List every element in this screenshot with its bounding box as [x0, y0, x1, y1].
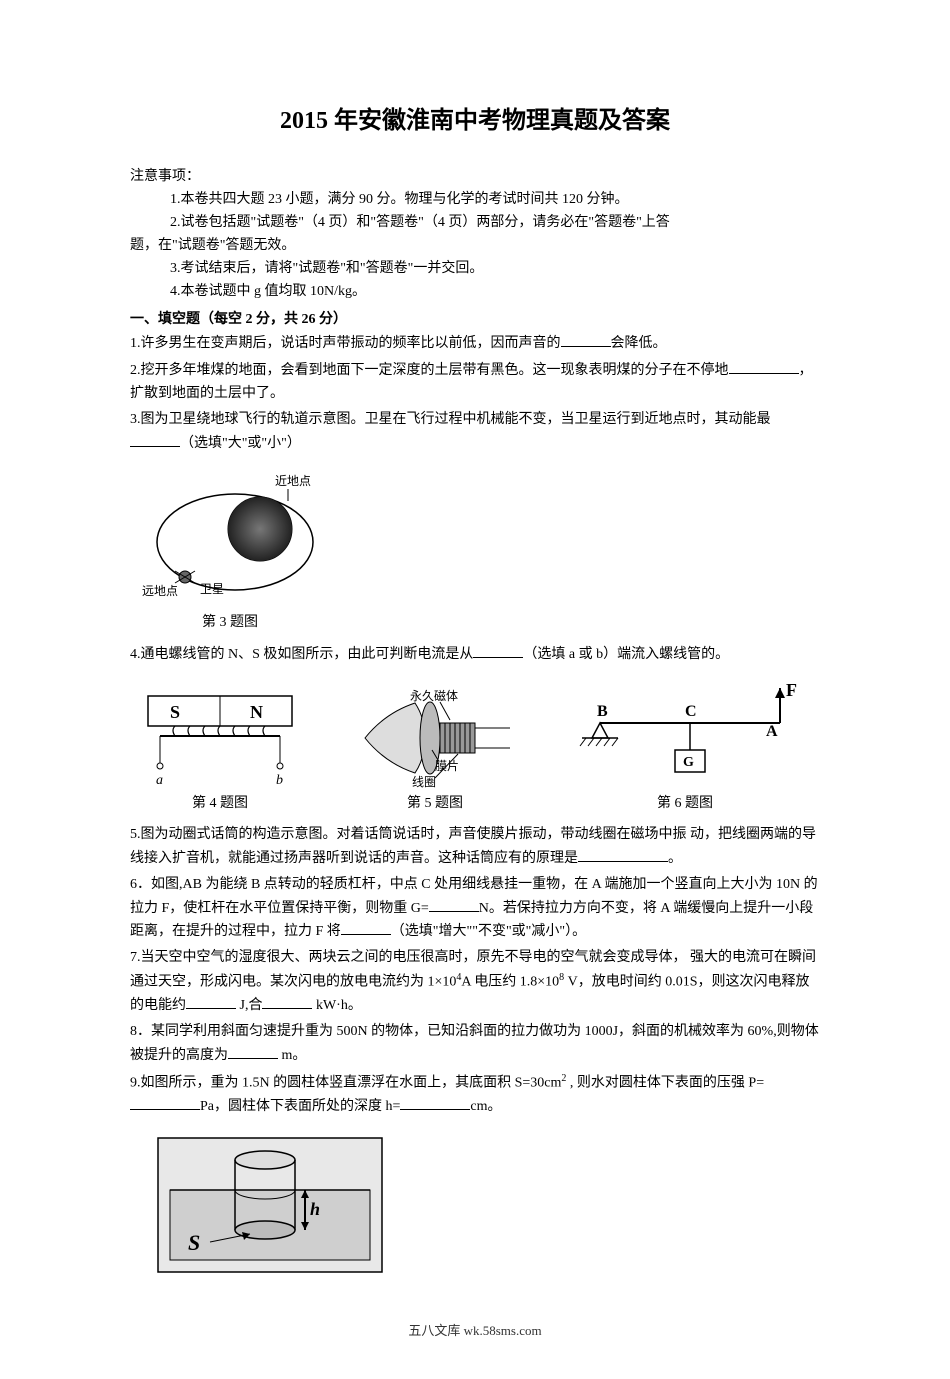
- point-b-label: B: [597, 703, 608, 720]
- magnet-label: 永久磁体: [410, 688, 458, 703]
- blank-q7-1: [186, 994, 236, 1009]
- q9-text-a: 9.如图所示，重为 1.5N 的圆柱体竖直漂浮在水面上，其底面积 S=30cm: [130, 1076, 561, 1091]
- q3-text-b: （选填"大"或"小"）: [180, 436, 301, 451]
- microphone-diagram: 永久磁体 膜片 线圈: [350, 688, 520, 788]
- question-9: 9.如图所示，重为 1.5N 的圆柱体竖直漂浮在水面上，其底面积 S=30cm2…: [130, 1071, 820, 1118]
- satellite-label: 卫星: [200, 582, 224, 596]
- blank-q1: [561, 332, 611, 347]
- point-a-label: A: [766, 723, 778, 740]
- q7-text-b: J,合: [236, 998, 262, 1013]
- notice-item-4: 4.本卷试题中 g 值均取 10N/kg。: [170, 281, 820, 302]
- q9-text-a2: , 则水对圆柱体下表面的压强 P=: [566, 1076, 764, 1091]
- n-pole-label: N: [250, 702, 263, 722]
- fig4-caption: 第 4 题图: [140, 792, 300, 812]
- figure-9-block: h S: [130, 1130, 820, 1280]
- blank-q6-2: [341, 920, 391, 935]
- q9-text-b: Pa，圆柱体下表面所处的深度 h=: [200, 1099, 400, 1114]
- q7-text-a2: A 电压约 1.8×10: [461, 974, 559, 989]
- q1-text-a: 1.许多男生在变声期后，说话时声带振动的频率比以前低，因而声音的: [130, 336, 561, 351]
- blank-q2: [729, 359, 799, 374]
- blank-q3: [130, 432, 180, 447]
- q6-text-c: （选填"增大""不变"或"减小"）。: [391, 924, 586, 939]
- weight-g-label: G: [683, 755, 694, 770]
- terminal-a-label: a: [156, 773, 163, 788]
- notice-item-2-text: 2.试卷包括题"试题卷"（4 页）和"答题卷"（4 页）两部分，请务必在"答题卷…: [170, 215, 670, 230]
- q5-text-a: 5.图为动圈式话筒的构造示意图。对着话筒说话时，声音使膜片振动，带动线圈在磁场中…: [130, 827, 816, 865]
- q9-text-c: cm。: [470, 1099, 501, 1114]
- blank-q6-1: [429, 897, 479, 912]
- blank-q9-1: [130, 1095, 200, 1110]
- q2-text-a: 2.挖开多年堆煤的地面，会看到地面下一定深度的土层带有黑色。这一现象表明煤的分子…: [130, 363, 729, 378]
- point-c-label: C: [685, 703, 697, 720]
- question-6: 6．如图,AB 为能绕 B 点转动的轻质杠杆，中点 C 处用细线悬挂一重物，在 …: [130, 874, 820, 943]
- q4-text-a: 4.通电螺线管的 N、S 极如图所示，由此可判断电流是从: [130, 647, 473, 662]
- notice-item-1: 1.本卷共四大题 23 小题，满分 90 分。物理与化学的考试时间共 120 分…: [170, 189, 820, 210]
- fig5-caption: 第 5 题图: [350, 792, 520, 812]
- blank-q9-2: [400, 1095, 470, 1110]
- question-4: 4.通电螺线管的 N、S 极如图所示，由此可判断电流是从 （选填 a 或 b）端流…: [130, 643, 820, 666]
- notice-heading: 注意事项：: [130, 165, 820, 185]
- blank-q4: [473, 643, 523, 658]
- near-point-label: 近地点: [275, 474, 311, 488]
- figure-3: 近地点 远地点 卫星 第 3 题图: [140, 467, 320, 631]
- figure-6: B C A F G 第 6 题图: [570, 678, 800, 812]
- question-3: 3.图为卫星绕地球飞行的轨道示意图。卫星在飞行过程中机械能不变，当卫星运行到近地…: [130, 409, 820, 455]
- blank-q5: [578, 847, 668, 862]
- exam-page: 2015 年安徽淮南中考物理真题及答案 注意事项： 1.本卷共四大题 23 小题…: [0, 0, 950, 1379]
- section-1-head: 一、填空题（每空 2 分，共 26 分）: [130, 308, 820, 328]
- far-point-label: 远地点: [142, 584, 178, 598]
- page-footer: 五八文库 wk.58sms.com: [130, 1320, 820, 1339]
- coil-label: 线圈: [412, 775, 436, 788]
- figure-5: 永久磁体 膜片 线圈 第 5 题图: [350, 688, 520, 812]
- blank-q8: [228, 1044, 278, 1059]
- q4-text-b: （选填 a 或 b）端流入螺线管的。: [523, 647, 729, 662]
- blank-q7-2: [262, 994, 312, 1009]
- figure-9: h S: [150, 1130, 390, 1280]
- q3-text-a: 3.图为卫星绕地球飞行的轨道示意图。卫星在飞行过程中机械能不变，当卫星运行到近地…: [130, 412, 771, 427]
- q7-text-c: kW·h。: [312, 998, 361, 1013]
- satellite-orbit-diagram: 近地点 远地点 卫星: [140, 467, 320, 607]
- fig3-caption: 第 3 题图: [140, 611, 320, 631]
- force-f-label: F: [786, 680, 797, 700]
- q1-text-b: 会降低。: [611, 336, 667, 351]
- page-title: 2015 年安徽淮南中考物理真题及答案: [130, 100, 820, 135]
- terminal-b-label: b: [276, 773, 283, 788]
- solenoid-diagram: S N a b: [140, 688, 300, 788]
- cylinder-float-diagram: h S: [150, 1130, 390, 1280]
- question-5: 5.图为动圈式话筒的构造示意图。对着话筒说话时，声音使膜片振动，带动线圈在磁场中…: [130, 824, 820, 870]
- notice-item-2: 2.试卷包括题"试题卷"（4 页）和"答题卷"（4 页）两部分，请务必在"答题卷…: [170, 212, 820, 233]
- area-s-label: S: [188, 1230, 200, 1255]
- notice-item-3: 3.考试结束后，请将"试题卷"和"答题卷"一并交回。: [170, 258, 820, 279]
- q8-text-b: m。: [278, 1048, 306, 1063]
- depth-h-label: h: [310, 1199, 320, 1219]
- notice-item-2-cont: 题，在"试题卷"答题无效。: [130, 235, 820, 256]
- question-8: 8．某同学利用斜面匀速提升重为 500N 的物体，已知沿斜面的拉力做功为 100…: [130, 1021, 820, 1067]
- figure-row-456: S N a b 第 4 题图: [130, 678, 820, 812]
- q5-text-b: 。: [668, 851, 682, 866]
- figure-3-block: 近地点 远地点 卫星 第 3 题图: [130, 467, 820, 631]
- question-1: 1.许多男生在变声期后，说话时声带振动的频率比以前低，因而声音的 会降低。: [130, 332, 820, 355]
- fig6-caption: 第 6 题图: [570, 792, 800, 812]
- figure-4: S N a b 第 4 题图: [140, 688, 300, 812]
- lever-diagram: B C A F G: [570, 678, 800, 788]
- question-7: 7.当天空中空气的湿度很大、两块云之间的电压很高时，原先不导电的空气就会变成导体…: [130, 947, 820, 1017]
- s-pole-label: S: [170, 702, 180, 722]
- question-2: 2.挖开多年堆煤的地面，会看到地面下一定深度的土层带有黑色。这一现象表明煤的分子…: [130, 359, 820, 405]
